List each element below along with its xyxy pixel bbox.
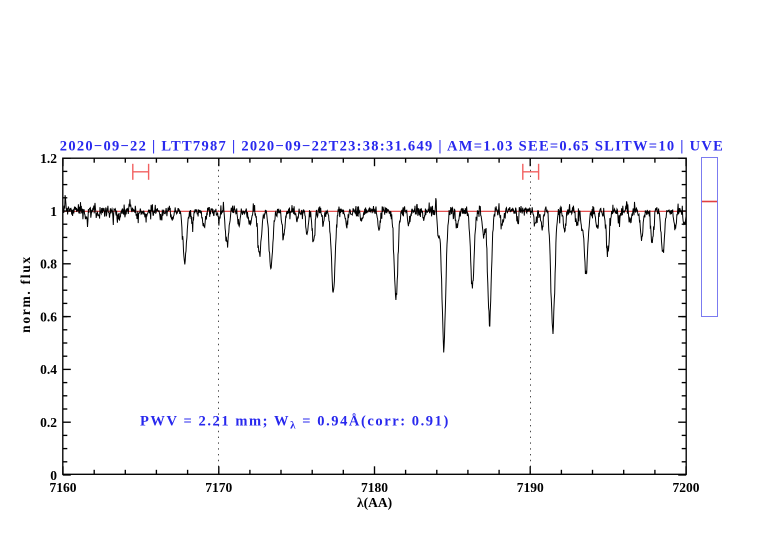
svg-text:0.2: 0.2	[40, 415, 57, 430]
svg-text:PWV = 2.21 mm; Wλ = 0.94Å(corr: PWV = 2.21 mm; Wλ = 0.94Å(corr: 0.91)	[140, 414, 450, 432]
svg-text:0.8: 0.8	[40, 257, 57, 272]
svg-text:7190: 7190	[517, 480, 544, 495]
svg-text:7200: 7200	[673, 480, 700, 495]
svg-text:0: 0	[50, 468, 57, 483]
svg-text:2020−09−22 | LTT7987 | 2020−09: 2020−09−22 | LTT7987 | 2020−09−22T23:38:…	[60, 138, 724, 154]
svg-text:7160: 7160	[50, 480, 77, 495]
svg-text:0.6: 0.6	[40, 309, 57, 324]
svg-text:0.4: 0.4	[40, 362, 57, 377]
svg-text:7170: 7170	[205, 480, 232, 495]
svg-text:norm. flux: norm. flux	[18, 255, 33, 333]
svg-text:1: 1	[50, 204, 57, 219]
svg-text:λ(AA): λ(AA)	[357, 495, 392, 510]
svg-text:7180: 7180	[361, 480, 388, 495]
svg-text:1.2: 1.2	[40, 151, 57, 166]
